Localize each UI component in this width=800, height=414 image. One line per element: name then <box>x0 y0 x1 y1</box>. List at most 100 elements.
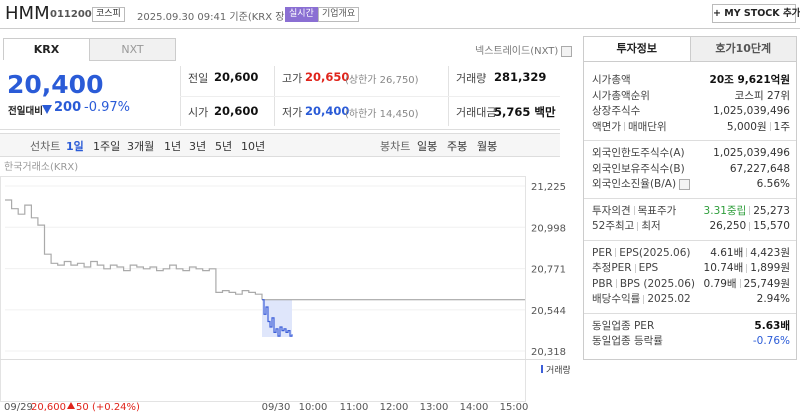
invest-value: 1,899원 <box>750 262 790 274</box>
prev-date: 09/29 <box>4 402 33 413</box>
separator <box>615 248 617 257</box>
candle-tab[interactable]: 월봉 <box>477 140 498 153</box>
candle-tab[interactable]: 일봉 <box>417 140 438 153</box>
quote-note: (하한가 14,450) <box>345 109 419 120</box>
quote-label: 고가 <box>282 72 303 85</box>
invest-tab[interactable]: 호가10단계 <box>689 37 796 61</box>
nxt-link[interactable]: 넥스트레이드(NXT) <box>475 42 573 57</box>
exchange-tab[interactable]: KRX <box>3 38 90 60</box>
invest-row: 시가총액순위 코스피 27위 <box>592 89 790 105</box>
invest-value: 5.63배 <box>754 319 790 332</box>
quote-label: 저가 <box>282 106 303 119</box>
invest-values: 0.79배 25,749원 <box>704 277 790 293</box>
invest-label: 2025.02 <box>647 293 691 305</box>
separator <box>769 122 771 131</box>
help-icon[interactable] <box>561 45 573 57</box>
invest-labels: 시가총액순위 <box>592 89 650 105</box>
invest-label: 동일업종 PER <box>592 319 655 332</box>
price-line <box>5 199 263 300</box>
y-tick-label: 21,225 <box>531 182 566 193</box>
x-tick-label: 15:00 <box>500 402 529 413</box>
stock-name: HMM <box>5 3 50 24</box>
invest-row: PBR BPS (2025.06) 0.79배 25,749원 <box>592 277 790 293</box>
invest-value: 20조 9,621억원 <box>709 74 790 86</box>
invest-tab[interactable]: 투자정보 <box>584 37 690 61</box>
quote-value: 20,600 <box>214 104 259 118</box>
invest-label: EPS <box>638 262 659 274</box>
invest-label: 외국인보유주식수(B) <box>592 162 685 175</box>
change-rate: -0.97% <box>84 100 130 115</box>
invest-value: 코스피 27위 <box>734 89 790 102</box>
invest-label: 투자의견 <box>592 204 631 217</box>
period-tab[interactable]: 1년 <box>164 140 182 153</box>
my-stock-button[interactable]: + MY STOCK 추가 <box>712 4 800 23</box>
period-tab[interactable]: 1주일 <box>93 140 121 153</box>
invest-labels: PBR BPS (2025.06) <box>592 277 695 293</box>
period-tab[interactable]: 3개월 <box>127 140 155 153</box>
invest-values: 코스피 27위 <box>735 89 790 105</box>
invest-row: 액면가 매매단위 5,000원 1주 <box>592 120 790 136</box>
invest-label: 액면가 <box>592 120 621 133</box>
invest-values: 10.74배 1,899원 <box>704 261 790 277</box>
x-tick-label: 09/30 <box>262 402 291 413</box>
down-arrow <box>42 105 52 114</box>
invest-section: 투자의견 목표주가 3.31중립 25,273 52주최고 최저 26,250 15,570 <box>584 199 796 241</box>
exchange-tab[interactable]: NXT <box>89 38 176 61</box>
quote-label: 시가 <box>188 106 209 119</box>
invest-values: 5.63배 <box>754 319 790 335</box>
help-icon[interactable] <box>679 178 691 190</box>
separator <box>749 206 751 215</box>
x-tick-label: 14:00 <box>460 402 489 413</box>
invest-label: 목표주가 <box>637 204 677 217</box>
invest-row: 시가총액 20조 9,621억원 <box>592 73 790 89</box>
period-tab[interactable]: 1일 <box>66 140 84 153</box>
invest-label: 동일업종 등락률 <box>592 335 663 347</box>
invest-values: 2.94% <box>757 292 790 308</box>
invest-values: 6.56% <box>757 177 790 193</box>
invest-label: PBR <box>592 277 613 290</box>
invest-label: 52주최고 <box>592 220 635 232</box>
invest-label: 추정PER <box>592 262 632 274</box>
investment-panel: 투자정보 호가10단계 시가총액 20조 9,621억원 시가총액순위 코스피 27위… <box>583 36 797 360</box>
y-tick-label: 20,998 <box>531 223 566 234</box>
invest-row: 추정PER EPS 10.74배 1,899원 <box>592 261 790 277</box>
invest-labels: PER EPS(2025.06) <box>592 246 691 262</box>
separator <box>746 263 748 273</box>
y-tick-label: 20,544 <box>531 306 566 317</box>
invest-value: 1주 <box>773 120 790 133</box>
quote-label: 전일 <box>188 72 209 85</box>
invest-labels: 배당수익률 2025.02 <box>592 292 691 308</box>
invest-row: 외국인한도주식수(A) 1,025,039,496 <box>592 146 790 162</box>
prev-change-rate: (+0.24%) <box>92 402 140 413</box>
period-tab[interactable]: 3년 <box>189 140 207 153</box>
invest-row: 외국인소진율(B/A) 6.56% <box>592 177 790 193</box>
invest-labels: 동일업종 등락률 <box>592 334 663 350</box>
invest-row: PER EPS(2025.06) 4.61배 4,423원 <box>592 246 790 262</box>
invest-row: 52주최고 최저 26,250 15,570 <box>592 219 790 235</box>
candle-tab[interactable]: 주봉 <box>447 140 468 153</box>
y-tick-label: 20,771 <box>531 265 566 276</box>
volume-legend-swatch <box>541 365 543 373</box>
period-tab[interactable]: 5년 <box>215 140 233 153</box>
period-tab-bar: 선차트 1일 1주일 3개월 1년 3년 5년 10년 봉차트 일봉 주봉 월봉 <box>0 133 560 157</box>
stock-code: 011200 <box>50 9 92 20</box>
invest-tabs: 투자정보 호가10단계 <box>584 37 796 62</box>
y-tick-label: 20,318 <box>531 347 566 358</box>
timestamp: 2025.09.30 09:41 기준(KRX 장중) <box>137 12 298 23</box>
today-highlight <box>262 299 292 337</box>
tab-group-label: 선차트 <box>30 140 61 153</box>
period-tab[interactable]: 10년 <box>241 140 266 153</box>
invest-values: 1,025,039,496 <box>713 146 790 162</box>
separator <box>615 279 617 288</box>
volume-legend: 거래량 <box>546 364 570 376</box>
invest-value: 25,273 <box>753 204 790 217</box>
company-overview[interactable]: 기업개요 <box>318 7 360 22</box>
prev-change: 50 <box>76 402 89 413</box>
quote-value: 281,329 <box>494 70 547 84</box>
separator <box>746 248 748 257</box>
invest-values: 3.31중립 25,273 <box>704 204 790 220</box>
invest-value: 4.61배 <box>710 246 744 259</box>
invest-label: 시가총액순위 <box>592 89 650 102</box>
header-divider <box>0 28 800 29</box>
